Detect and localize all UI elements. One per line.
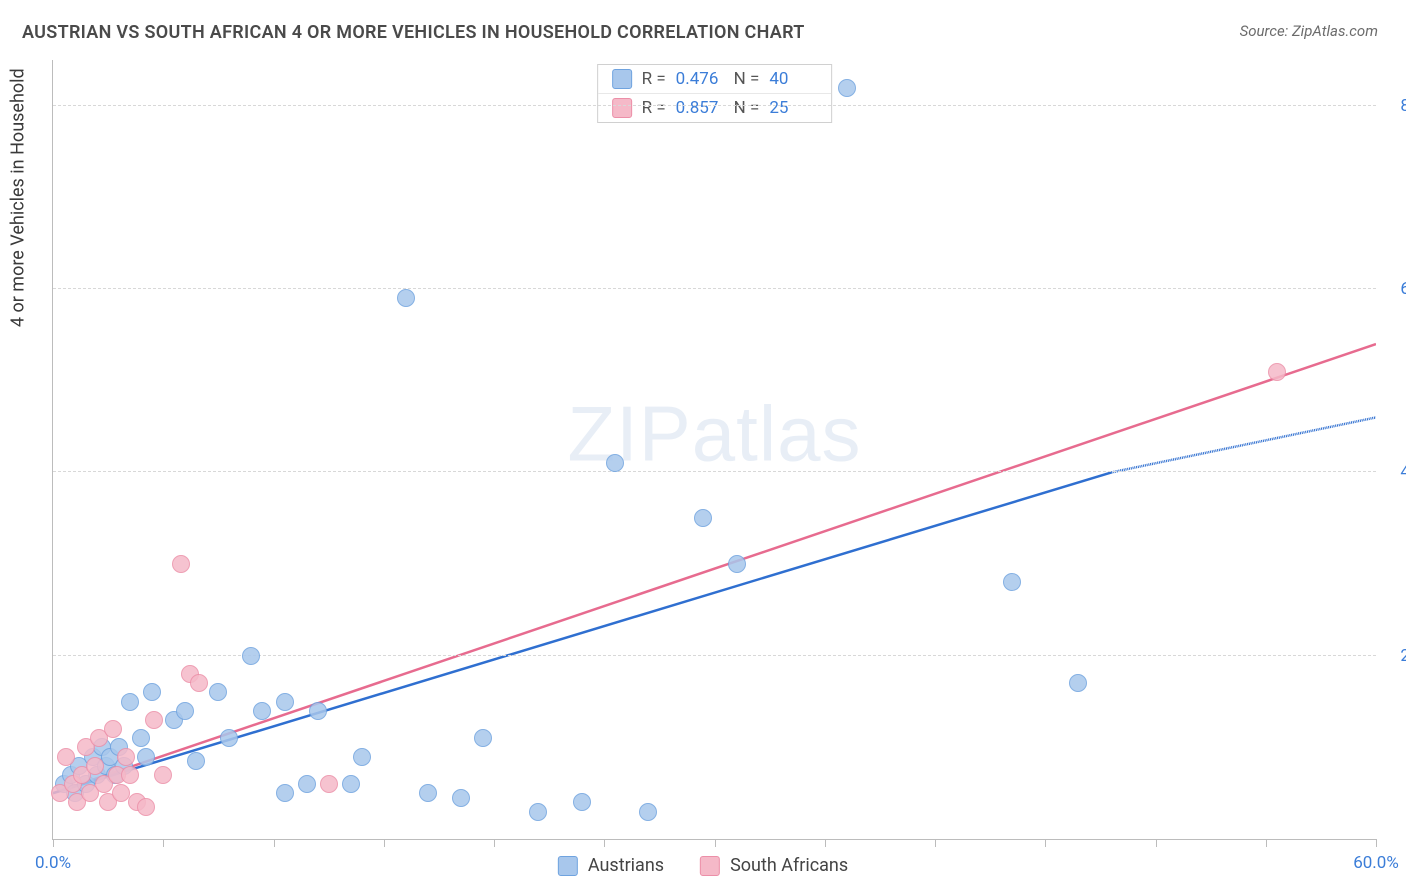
data-point bbox=[132, 729, 150, 747]
legend-stats-box: R = 0.476 N = 40 R = 0.857 N = 25 bbox=[597, 64, 833, 123]
trend-line bbox=[1111, 417, 1376, 472]
legend-r-value: 0.857 bbox=[676, 98, 724, 118]
data-point bbox=[606, 454, 624, 472]
legend-swatch-south-africans bbox=[612, 98, 632, 118]
bottom-legend: Austrians South Africans bbox=[558, 855, 848, 876]
y-axis-label: 4 or more Vehicles in Household bbox=[8, 68, 29, 327]
x-tick bbox=[715, 839, 716, 847]
data-point bbox=[154, 766, 172, 784]
data-point bbox=[145, 711, 163, 729]
data-point bbox=[639, 803, 657, 821]
data-point bbox=[190, 674, 208, 692]
x-tick bbox=[163, 839, 164, 847]
data-point bbox=[276, 784, 294, 802]
data-point bbox=[694, 509, 712, 527]
trend-line bbox=[53, 472, 1111, 793]
data-point bbox=[309, 702, 327, 720]
data-point bbox=[573, 793, 591, 811]
chart-title: AUSTRIAN VS SOUTH AFRICAN 4 OR MORE VEHI… bbox=[22, 22, 805, 43]
data-point bbox=[143, 683, 161, 701]
bottom-legend-item: South Africans bbox=[700, 855, 848, 876]
x-tick-label: 0.0% bbox=[35, 853, 71, 873]
y-tick-label: 60.0% bbox=[1386, 279, 1406, 299]
data-point bbox=[529, 803, 547, 821]
data-point bbox=[117, 748, 135, 766]
chart-source: Source: ZipAtlas.com bbox=[1240, 22, 1378, 40]
data-point bbox=[353, 748, 371, 766]
x-tick-label: 60.0% bbox=[1353, 853, 1399, 873]
x-tick bbox=[825, 839, 826, 847]
data-point bbox=[187, 752, 205, 770]
x-tick bbox=[1156, 839, 1157, 847]
data-point bbox=[242, 647, 260, 665]
data-point bbox=[298, 775, 316, 793]
gridline-horizontal bbox=[53, 105, 1376, 106]
watermark-zip: ZIP bbox=[567, 389, 691, 477]
legend-n-value: 25 bbox=[769, 98, 817, 118]
gridline-horizontal bbox=[53, 471, 1376, 472]
legend-swatch-austrians bbox=[558, 856, 578, 876]
data-point bbox=[209, 683, 227, 701]
legend-n-label: N = bbox=[734, 98, 760, 118]
data-point bbox=[452, 789, 470, 807]
legend-swatch-south-africans bbox=[700, 856, 720, 876]
x-tick bbox=[53, 839, 54, 847]
x-tick bbox=[1376, 839, 1377, 847]
legend-stats-row: R = 0.857 N = 25 bbox=[598, 93, 832, 122]
bottom-legend-label: Austrians bbox=[588, 855, 664, 876]
data-point bbox=[137, 748, 155, 766]
data-point bbox=[1268, 363, 1286, 381]
bottom-legend-label: South Africans bbox=[730, 855, 848, 876]
data-point bbox=[86, 757, 104, 775]
trend-line bbox=[53, 344, 1376, 793]
data-point bbox=[176, 702, 194, 720]
trend-lines-layer bbox=[53, 60, 1376, 839]
x-tick bbox=[1266, 839, 1267, 847]
watermark-atlas: atlas bbox=[692, 389, 862, 477]
plot-area: ZIPatlas R = 0.476 N = 40 R = 0.857 N = … bbox=[52, 60, 1376, 840]
data-point bbox=[121, 766, 139, 784]
data-point bbox=[104, 720, 122, 738]
legend-r-label: R = bbox=[642, 98, 666, 118]
legend-n-value: 40 bbox=[769, 69, 817, 89]
legend-swatch-austrians bbox=[612, 69, 632, 89]
legend-r-label: R = bbox=[642, 69, 666, 89]
gridline-horizontal bbox=[53, 288, 1376, 289]
data-point bbox=[57, 748, 75, 766]
y-tick-label: 20.0% bbox=[1386, 646, 1406, 666]
x-tick bbox=[494, 839, 495, 847]
x-tick bbox=[274, 839, 275, 847]
data-point bbox=[121, 693, 139, 711]
x-tick bbox=[384, 839, 385, 847]
data-point bbox=[474, 729, 492, 747]
x-tick bbox=[935, 839, 936, 847]
data-point bbox=[320, 775, 338, 793]
bottom-legend-item: Austrians bbox=[558, 855, 664, 876]
data-point bbox=[172, 555, 190, 573]
data-point bbox=[220, 729, 238, 747]
data-point bbox=[419, 784, 437, 802]
x-tick bbox=[604, 839, 605, 847]
data-point bbox=[397, 289, 415, 307]
x-tick bbox=[1045, 839, 1046, 847]
data-point bbox=[1069, 674, 1087, 692]
data-point bbox=[276, 693, 294, 711]
data-point bbox=[1003, 573, 1021, 591]
data-point bbox=[253, 702, 271, 720]
data-point bbox=[728, 555, 746, 573]
legend-stats-row: R = 0.476 N = 40 bbox=[598, 65, 832, 93]
y-tick-label: 80.0% bbox=[1386, 96, 1406, 116]
data-point bbox=[342, 775, 360, 793]
data-point bbox=[137, 798, 155, 816]
y-tick-label: 40.0% bbox=[1386, 462, 1406, 482]
data-point bbox=[838, 79, 856, 97]
legend-n-label: N = bbox=[734, 69, 760, 89]
legend-r-value: 0.476 bbox=[676, 69, 724, 89]
